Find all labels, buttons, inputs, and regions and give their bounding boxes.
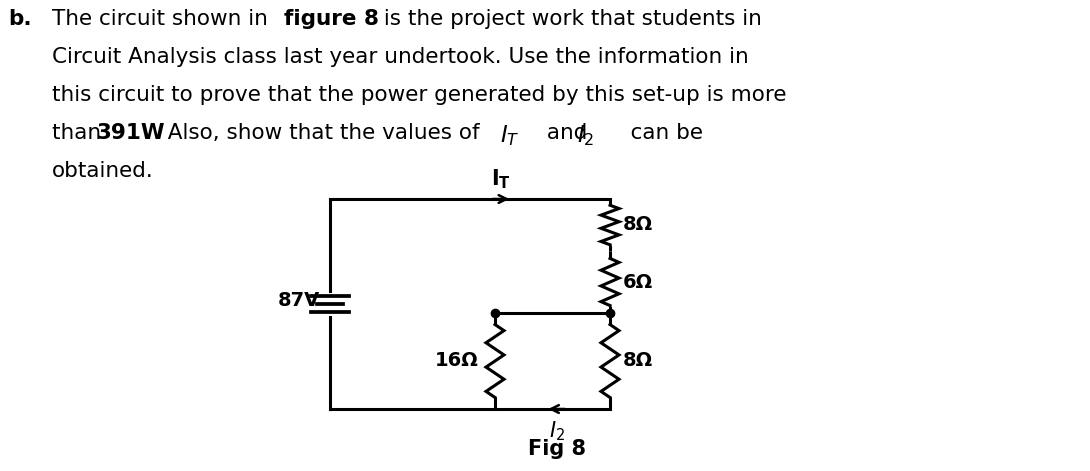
Text: $\mathbf{I_T}$: $\mathbf{I_T}$ xyxy=(490,167,511,191)
Text: 87V: 87V xyxy=(278,291,320,309)
Text: 16Ω: 16Ω xyxy=(435,351,479,371)
Text: $I_2$: $I_2$ xyxy=(577,123,594,148)
Text: this circuit to prove that the power generated by this set-up is more: this circuit to prove that the power gen… xyxy=(52,85,787,105)
Text: 8Ω: 8Ω xyxy=(623,216,653,235)
Text: Circuit Analysis class last year undertook. Use the information in: Circuit Analysis class last year underto… xyxy=(52,47,749,67)
Text: can be: can be xyxy=(610,123,703,143)
Text: $I_2$: $I_2$ xyxy=(549,419,566,443)
Text: $I_T$: $I_T$ xyxy=(500,123,520,148)
Text: and: and xyxy=(540,123,594,143)
Text: 391W: 391W xyxy=(97,123,166,143)
Text: than: than xyxy=(52,123,108,143)
Text: 8Ω: 8Ω xyxy=(623,351,653,371)
Text: obtained.: obtained. xyxy=(52,161,154,181)
Text: b.: b. xyxy=(8,9,32,29)
Text: Fig 8: Fig 8 xyxy=(529,439,586,459)
Text: figure 8: figure 8 xyxy=(284,9,379,29)
Text: . Also, show that the values of: . Also, show that the values of xyxy=(154,123,486,143)
Text: is the project work that students in: is the project work that students in xyxy=(377,9,762,29)
Text: The circuit shown in: The circuit shown in xyxy=(52,9,275,29)
Text: 6Ω: 6Ω xyxy=(623,273,653,292)
